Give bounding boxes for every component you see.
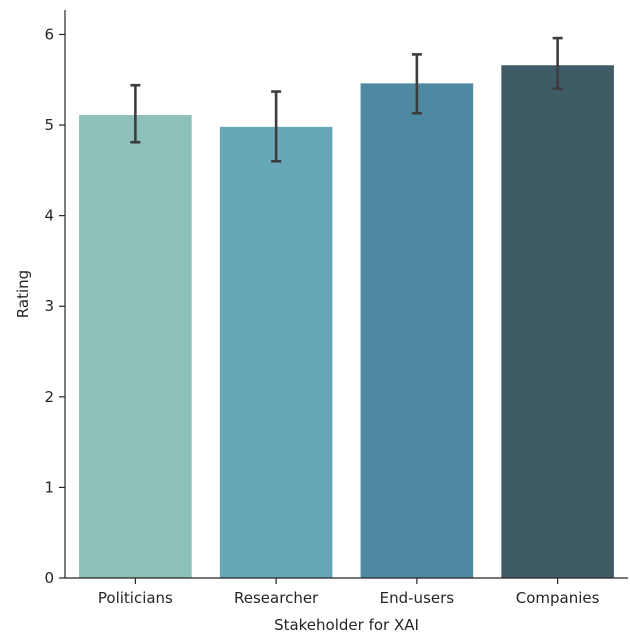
y-tick-label: 5 (44, 116, 54, 134)
bar-end-users (360, 83, 474, 578)
y-tick-label: 2 (44, 388, 54, 406)
x-axis-ticks: Politicians Researcher End-users Companies (98, 578, 600, 607)
y-tick-label: 6 (44, 25, 54, 43)
y-axis-title: Rating (14, 270, 32, 318)
y-tick-label: 0 (44, 569, 54, 587)
x-tick-label-politicians: Politicians (98, 589, 173, 607)
x-axis-title: Stakeholder for XAI (274, 616, 419, 634)
y-axis-ticks: 0 1 2 3 4 5 6 (44, 25, 65, 587)
x-tick-label-end-users: End-users (380, 589, 455, 607)
bar-politicians (79, 115, 192, 578)
y-tick-label: 1 (44, 478, 54, 496)
x-tick-label-researcher: Researcher (234, 589, 319, 607)
y-tick-label: 3 (44, 297, 54, 315)
y-tick-label: 4 (44, 207, 54, 225)
bar-companies (501, 65, 614, 579)
x-tick-label-companies: Companies (516, 589, 600, 607)
bars-layer (79, 65, 614, 579)
bar-researcher (219, 126, 333, 579)
error-bars-layer (130, 36, 563, 163)
